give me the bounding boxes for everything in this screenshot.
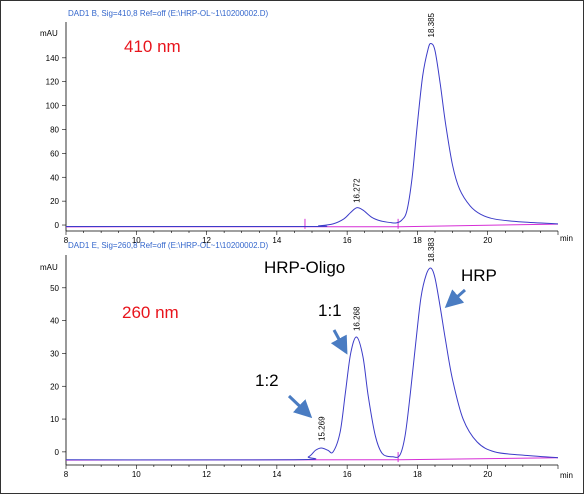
panel1-x-tick-label: 20 xyxy=(483,236,492,245)
panel2-header: DAD1 E, Sig=260,8 Ref=off (E:\HRP-OL~1\1… xyxy=(68,241,269,250)
panel1-y-tick-label: 40 xyxy=(50,173,59,182)
arrow-1-2 xyxy=(287,394,313,419)
panel1-x-tick-label: 8 xyxy=(64,236,69,245)
panel1-y-tick-label: 100 xyxy=(46,102,60,111)
panel1-x-tick-label: 14 xyxy=(272,236,281,245)
panel1-series-line xyxy=(65,42,559,228)
panel2-x-tick-label: 20 xyxy=(483,470,492,479)
panel2-x-tick-label: 18 xyxy=(413,470,422,479)
panel1-y-tick-label: 20 xyxy=(50,197,59,206)
panel1-y-tick-label: 80 xyxy=(50,125,59,134)
panel2-x-tick-label: 10 xyxy=(132,470,141,479)
panel1-x-tick-label: 18 xyxy=(413,236,422,245)
arrow-hrp xyxy=(444,288,466,308)
panel1-y-tick-label: 60 xyxy=(50,149,59,158)
panel2-series-line xyxy=(65,267,559,461)
annotation-hrp: HRP xyxy=(461,266,497,285)
panel1-y-tick-label: 120 xyxy=(46,78,60,87)
panel1-y-tick-label: 0 xyxy=(55,221,60,230)
panel2-ylabel: mAU xyxy=(40,263,58,272)
panel1-wavelength-label: 410 nm xyxy=(124,37,181,56)
panel2-wavelength-label: 260 nm xyxy=(122,303,179,322)
panel1-header: DAD1 B, Sig=410,8 Ref=off (E:\HRP-OL~1\1… xyxy=(68,9,269,18)
panel2-peak-label: 15.269 xyxy=(317,416,326,441)
panel1-x-tick-label: 10 xyxy=(132,236,141,245)
panel2-peak-label: 18.383 xyxy=(427,237,436,262)
panel2-y-tick-label: 40 xyxy=(50,317,59,326)
panel1-xlabel: min xyxy=(560,234,573,243)
panel1-peak-label: 16.272 xyxy=(353,178,362,203)
panel2-x-tick-label: 16 xyxy=(343,470,352,479)
panel2-x-tick-label: 14 xyxy=(272,470,281,479)
panel2-y-tick-label: 20 xyxy=(50,382,59,391)
panel2-y-tick-label: 30 xyxy=(50,349,59,358)
panel2-x-tick-label: 8 xyxy=(64,470,69,479)
panel2-y-tick-label: 50 xyxy=(50,284,59,293)
panel2-y-tick-label: 0 xyxy=(55,448,60,457)
annotation-hrp-oligo: HRP-Oligo xyxy=(264,258,345,277)
panel2-x-tick-label: 12 xyxy=(202,470,211,479)
panel2-y-tick-label: 10 xyxy=(50,415,59,424)
arrow-1-1 xyxy=(330,329,348,355)
panel1-ylabel: mAU xyxy=(40,29,58,38)
panel1-y-tick-label: 140 xyxy=(46,54,60,63)
panel1-x-tick-label: 12 xyxy=(202,236,211,245)
annotation-1-2: 1:2 xyxy=(255,371,279,390)
panel1-x-tick-label: 16 xyxy=(343,236,352,245)
panel1-peak-label: 18.385 xyxy=(427,12,436,37)
panel2-peak-label: 16.268 xyxy=(353,306,362,331)
panel2-xlabel: min xyxy=(560,471,573,480)
annotation-1-1: 1:1 xyxy=(318,301,342,320)
